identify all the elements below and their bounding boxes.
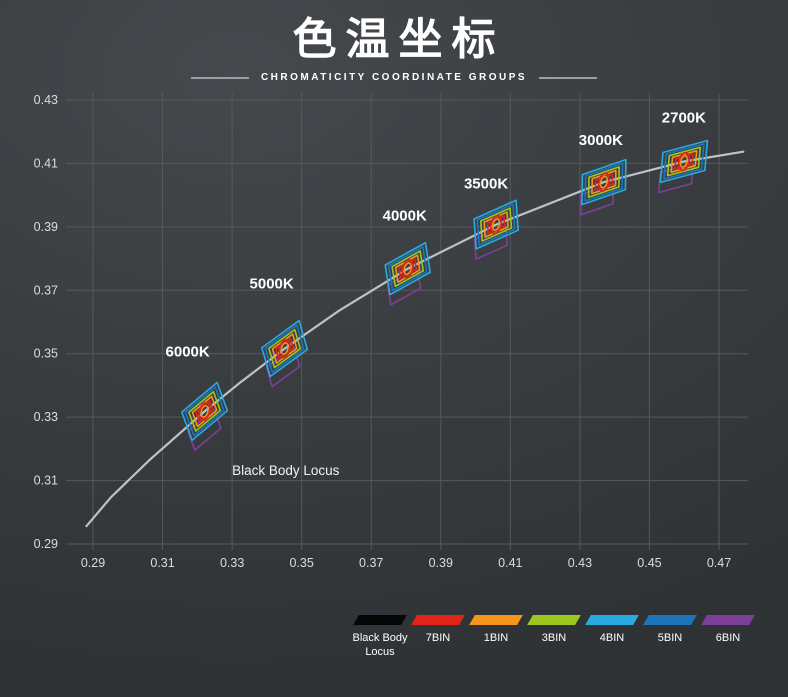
- bin-quad-1bin: [591, 170, 617, 195]
- legend-swatch-5bin: [643, 615, 697, 626]
- legend-swatch-4bin: [585, 615, 639, 626]
- cct-bin-group-5000k: [261, 320, 309, 388]
- legend-label-5bin: 5BIN: [657, 632, 683, 645]
- black-body-locus-curve: [85, 150, 745, 528]
- bin-quad-5bin: [584, 162, 624, 203]
- bin-quad-5bin: [476, 203, 516, 247]
- x-axis-tick-label: 0.35: [289, 556, 313, 570]
- x-axis-tick-label: 0.41: [498, 556, 522, 570]
- legend-item-7bin: 7BIN: [410, 615, 466, 646]
- subtitle-row: CHROMATICITY COORDINATE GROUPS: [0, 72, 788, 83]
- center-ellipse-inner: [403, 262, 412, 276]
- center-ellipse-outer: [597, 172, 611, 193]
- cct-label-3500k: 3500K: [464, 176, 508, 193]
- cct-bin-group-6000k: [181, 382, 229, 452]
- y-axis-tick-label: 0.29: [34, 537, 58, 551]
- header: 色温坐标 CHROMATICITY COORDINATE GROUPS: [0, 0, 788, 83]
- x-axis-tick-label: 0.39: [429, 556, 453, 570]
- legend: Black Body Locus 7BIN 1BIN 3BIN 4BIN 5BIN 6BIN: [0, 615, 788, 660]
- legend-label-7bin: 7BIN: [425, 632, 451, 645]
- legend-swatch-6bin: [701, 615, 755, 626]
- bin-quad-5bin: [184, 386, 225, 437]
- bin-quad-3bin: [479, 207, 513, 243]
- bin-quad-7bin: [594, 173, 614, 192]
- y-axis-tick-label: 0.43: [34, 93, 58, 107]
- subtitle-rule-left: [190, 76, 249, 79]
- center-ellipse-outer: [278, 339, 291, 359]
- bin-quad-4bin: [384, 242, 431, 296]
- bin-quad-4bin: [581, 159, 627, 206]
- bin-quad-3bin: [188, 391, 222, 433]
- cct-bin-group-4000k: [384, 242, 431, 307]
- legend-item-black-body-locus: Black Body Locus: [352, 615, 408, 660]
- bin-quad-3bin: [268, 329, 302, 369]
- legend-swatch-7bin: [411, 615, 465, 626]
- cct-bin-group-3500k: [473, 199, 519, 261]
- chart-area: 0.29 0.31 0.33 0.35 0.37 0.39 0.41 0.43 0.45 0.47…: [0, 85, 788, 585]
- x-axis-tick-label: 0.45: [637, 556, 661, 570]
- bin-quad-1bin: [483, 211, 509, 239]
- bin-quad-3bin: [666, 146, 702, 177]
- bin-quad-5bin: [264, 324, 305, 374]
- center-ellipse-outer: [489, 215, 503, 235]
- y-axis-tick-label: 0.37: [34, 284, 58, 298]
- legend-item-1bin: 1BIN: [468, 615, 524, 646]
- y-axis-tick-label: 0.33: [34, 411, 58, 425]
- legend-item-4bin: 4BIN: [584, 615, 640, 646]
- y-axis-tick-label: 0.39: [34, 220, 58, 234]
- legend-swatch-3bin: [527, 615, 581, 626]
- center-ellipse-inner: [200, 405, 209, 419]
- x-axis-tick-label: 0.47: [707, 556, 731, 570]
- cct-label-5000k: 5000K: [250, 276, 294, 293]
- legend-label-black-body-locus: Black Body Locus: [352, 632, 408, 659]
- cct-label-3000k: 3000K: [579, 133, 623, 150]
- bin-quad-1bin: [271, 333, 298, 365]
- cct-label-2700k: 2700K: [662, 110, 706, 127]
- x-axis-tick-label: 0.37: [359, 556, 383, 570]
- page-subtitle: CHROMATICITY COORDINATE GROUPS: [260, 72, 528, 84]
- center-ellipse-outer: [198, 402, 211, 422]
- bin-quad-4bin: [181, 382, 229, 442]
- bin-quad-3bin: [587, 166, 620, 199]
- cct-label-4000k: 4000K: [383, 208, 427, 225]
- bin-quad-5bin: [663, 143, 705, 181]
- y-axis-tick-label: 0.31: [34, 474, 58, 488]
- y-axis-tick-label: 0.35: [34, 347, 58, 361]
- legend-label-6bin: 6BIN: [715, 632, 741, 645]
- x-axis-tick-label: 0.31: [150, 556, 174, 570]
- bin-quad-1bin: [394, 254, 421, 284]
- bin-quad-4bin: [473, 199, 519, 251]
- center-ellipse-outer: [401, 259, 414, 279]
- legend-item-6bin: 6BIN: [700, 615, 756, 646]
- cct-bin-group-2700k: [657, 140, 709, 194]
- page-title: 色温坐标: [292, 14, 505, 65]
- center-ellipse-inner: [599, 176, 609, 189]
- center-ellipse-inner: [491, 218, 501, 232]
- bin-quad-4bin: [261, 320, 309, 378]
- cct-bin-group-3000k: [580, 159, 627, 216]
- legend-swatch-black-body-locus: [353, 615, 407, 626]
- legend-item-3bin: 3BIN: [526, 615, 582, 646]
- x-axis-tick-label: 0.33: [220, 556, 244, 570]
- bin-quad-4bin: [659, 140, 709, 184]
- bin-quad-5bin: [387, 246, 428, 292]
- bin-quad-7bin: [673, 153, 694, 170]
- legend-label-3bin: 3BIN: [541, 632, 567, 645]
- legend-label-1bin: 1BIN: [483, 632, 509, 645]
- bin-quad-1bin: [191, 395, 218, 428]
- x-axis-tick-label: 0.43: [568, 556, 592, 570]
- legend-swatch-1bin: [469, 615, 523, 626]
- center-ellipse-outer: [677, 152, 691, 172]
- legend-item-5bin: 5BIN: [642, 615, 698, 646]
- bin-quad-3bin: [391, 250, 425, 288]
- chromaticity-chart-svg: 0.29 0.31 0.33 0.35 0.37 0.39 0.41 0.43 0.45 0.47…: [34, 93, 748, 570]
- black-body-locus-annotation: Black Body Locus: [232, 464, 340, 479]
- center-ellipse-inner: [679, 155, 689, 169]
- subtitle-rule-right: [539, 76, 598, 79]
- legend-label-4bin: 4BIN: [599, 632, 625, 645]
- y-axis-tick-label: 0.41: [34, 157, 58, 171]
- center-ellipse-inner: [280, 342, 289, 356]
- x-axis-tick-label: 0.29: [81, 556, 105, 570]
- cct-label-6000k: 6000K: [166, 344, 210, 361]
